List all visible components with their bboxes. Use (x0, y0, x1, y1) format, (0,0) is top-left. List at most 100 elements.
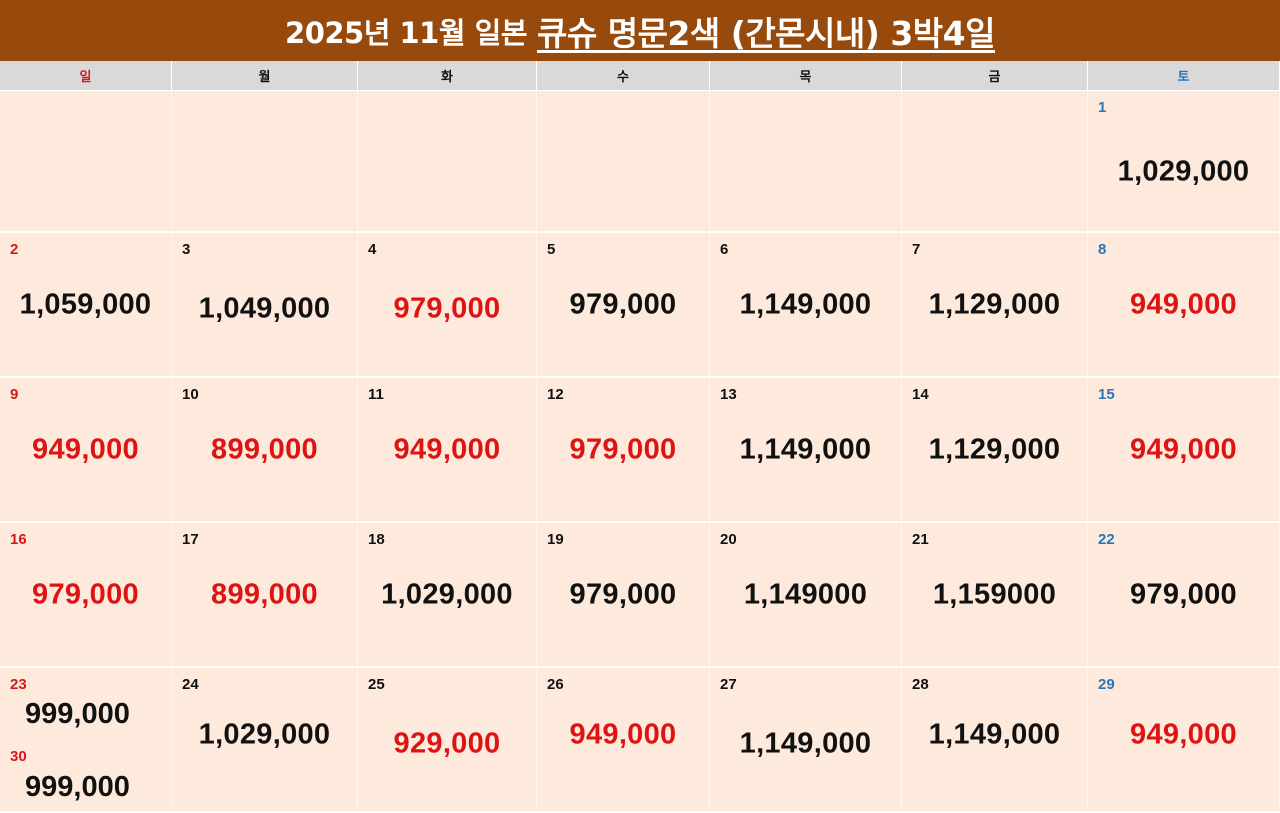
day-number: 28 (912, 676, 929, 693)
day-price: 979,000 (569, 288, 677, 320)
day-number: 22 (1098, 531, 1115, 548)
day-number: 25 (368, 676, 385, 693)
day-cell-empty (358, 91, 537, 233)
day-price: 949,000 (1130, 288, 1237, 320)
day-price: 1,149,000 (928, 718, 1061, 751)
day-number: 2 (10, 241, 19, 258)
day-number: 13 (720, 386, 737, 403)
day-price: 979,000 (32, 578, 139, 610)
day-cell[interactable]: 27 1,149,000 (710, 668, 902, 813)
day-number: 5 (547, 241, 556, 258)
day-cell[interactable]: 3 1,049,000 (172, 233, 358, 378)
day-cell[interactable]: 8 949,000 (1088, 233, 1280, 378)
day-price: 949,000 (32, 433, 139, 465)
day-number: 21 (912, 531, 929, 548)
day-cell[interactable]: 5 979,000 (537, 233, 710, 378)
day-number: 10 (182, 386, 199, 403)
day-price: 1,029,000 (381, 578, 513, 610)
day-number: 27 (720, 676, 737, 693)
day-price: 1,149,000 (739, 433, 872, 465)
day-cell[interactable]: 16 979,000 (0, 523, 172, 668)
day-price: 1,149000 (743, 578, 868, 610)
day-number: 19 (547, 531, 564, 548)
day-cell[interactable]: 25 929,000 (358, 668, 537, 813)
day-number: 20 (720, 531, 737, 548)
day-price: 1,159000 (932, 578, 1057, 610)
weekday-sun: 일 (0, 61, 172, 91)
day-cell[interactable]: 4 979,000 (358, 233, 537, 378)
day-price-secondary: 999,000 (25, 771, 130, 803)
day-cell-empty (0, 91, 172, 233)
day-cell-empty (710, 91, 902, 233)
day-cell[interactable]: 11 949,000 (358, 378, 537, 523)
day-number: 23 (10, 676, 27, 693)
title-tour-name: 큐슈 명문2색 (간몬시내) 3박4일 (537, 13, 995, 53)
day-price: 979,000 (569, 433, 677, 465)
day-cell[interactable]: 10 899,000 (172, 378, 358, 523)
day-price: 949,000 (1130, 433, 1237, 465)
day-cell[interactable]: 22 979,000 (1088, 523, 1280, 668)
day-cell[interactable]: 21 1,159000 (902, 523, 1088, 668)
day-number: 29 (1098, 676, 1115, 693)
day-price: 999,000 (25, 698, 130, 730)
day-cell-empty (172, 91, 358, 233)
day-number: 8 (1098, 241, 1107, 258)
day-cell[interactable]: 14 1,129,000 (902, 378, 1088, 523)
day-number: 16 (10, 531, 27, 548)
day-cell[interactable]: 28 1,149,000 (902, 668, 1088, 813)
day-cell[interactable]: 2 1,059,000 (0, 233, 172, 378)
weekday-thu: 목 (710, 61, 902, 91)
day-price: 929,000 (393, 727, 501, 760)
day-price: 1,149,000 (739, 727, 872, 760)
day-price: 1,029,000 (1117, 155, 1250, 188)
price-calendar: 일 월 화 수 목 금 토 1 1,029,000 2 1,059,000 3 … (0, 61, 1280, 813)
day-price: 1,129,000 (928, 433, 1061, 465)
day-cell[interactable]: 15 949,000 (1088, 378, 1280, 523)
day-number: 11 (368, 386, 384, 403)
day-number: 15 (1098, 386, 1115, 403)
day-number: 18 (368, 531, 385, 548)
day-price: 1,149,000 (739, 288, 872, 320)
weekday-tue: 화 (358, 61, 537, 91)
day-cell[interactable]: 26 949,000 (537, 668, 710, 813)
day-number: 7 (912, 241, 921, 258)
day-cell[interactable]: 13 1,149,000 (710, 378, 902, 523)
day-number: 12 (547, 386, 564, 403)
day-cell[interactable]: 12 979,000 (537, 378, 710, 523)
day-price: 979,000 (393, 292, 501, 325)
day-number: 17 (182, 531, 199, 548)
weekday-sat: 토 (1088, 61, 1280, 91)
day-price: 979,000 (569, 578, 677, 610)
day-number: 6 (720, 241, 729, 258)
day-number: 9 (10, 386, 19, 403)
day-cell-empty (537, 91, 710, 233)
day-cell[interactable]: 29 949,000 (1088, 668, 1280, 813)
calendar-title: 2025년 11월 일본 큐슈 명문2색 (간몬시내) 3박4일 (0, 0, 1280, 61)
day-cell[interactable]: 19 979,000 (537, 523, 710, 668)
weekday-wed: 수 (537, 61, 710, 91)
day-number: 1 (1098, 99, 1107, 116)
day-price: 1,129,000 (928, 288, 1061, 320)
day-number: 3 (182, 241, 191, 258)
day-number: 24 (182, 676, 199, 693)
day-price: 979,000 (1130, 578, 1237, 610)
day-cell[interactable]: 7 1,129,000 (902, 233, 1088, 378)
weekday-fri: 금 (902, 61, 1088, 91)
day-cell-combined[interactable]: 23 999,000 30 999,000 (0, 668, 172, 813)
day-price: 1,029,000 (198, 718, 331, 751)
day-cell[interactable]: 9 949,000 (0, 378, 172, 523)
day-number-secondary: 30 (10, 748, 27, 765)
day-cell[interactable]: 20 1,149000 (710, 523, 902, 668)
day-price: 899,000 (211, 578, 318, 610)
day-cell[interactable]: 18 1,029,000 (358, 523, 537, 668)
day-cell[interactable]: 17 899,000 (172, 523, 358, 668)
day-number: 4 (368, 241, 377, 258)
day-cell[interactable]: 6 1,149,000 (710, 233, 902, 378)
day-number: 14 (912, 386, 929, 403)
day-cell[interactable]: 24 1,029,000 (172, 668, 358, 813)
title-date-label: 2025년 11월 일본 (285, 15, 527, 50)
day-cell[interactable]: 1 1,029,000 (1088, 91, 1280, 233)
weekday-mon: 월 (172, 61, 358, 91)
day-cell-empty (902, 91, 1088, 233)
day-price: 949,000 (569, 718, 677, 751)
